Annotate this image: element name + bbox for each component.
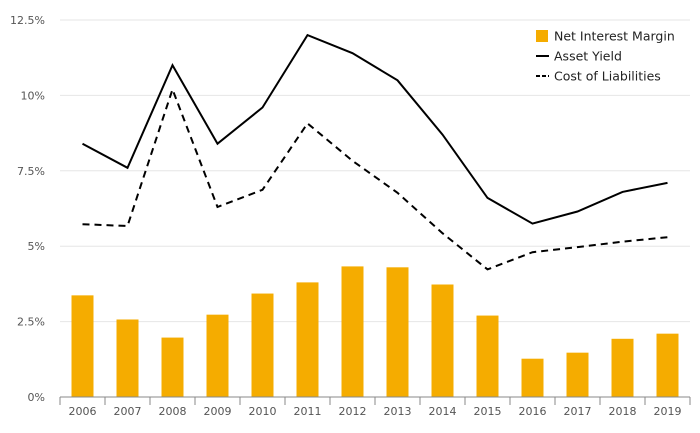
x-tick-label: 2018 [609, 405, 637, 418]
gridlines: 0% 2.5% 5% 7.5% 10% 12.5% [10, 14, 690, 404]
x-tick-label: 2012 [339, 405, 367, 418]
bar-series [71, 266, 679, 397]
bar-net-interest-margin [656, 333, 679, 397]
legend-label: Cost of Liabilities [554, 69, 661, 84]
legend-swatch-bar [536, 30, 548, 42]
y-tick-label: 0% [28, 391, 45, 404]
legend-label: Asset Yield [554, 49, 622, 64]
x-tick-label: 2010 [249, 405, 277, 418]
legend-label: Net Interest Margin [554, 29, 675, 44]
bar-net-interest-margin [386, 267, 409, 397]
bar-net-interest-margin [206, 314, 229, 397]
line-series [82, 33, 668, 271]
bar-net-interest-margin [521, 358, 544, 397]
y-tick-label: 5% [28, 240, 45, 253]
bar-net-interest-margin [341, 266, 364, 397]
x-axis: 2006 2007 2008 2009 2010 2011 2012 2013 2014 2015… [59, 396, 691, 418]
bar-net-interest-margin [116, 319, 139, 397]
line-asset-yield [82, 33, 668, 225]
x-tick-label: 2011 [294, 405, 322, 418]
y-tick-label: 7.5% [17, 165, 45, 178]
x-tick-label: 2017 [564, 405, 592, 418]
y-tick-label: 10% [21, 89, 45, 102]
legend: Net Interest Margin Asset Yield Cost of Li… [536, 29, 675, 84]
x-tick-label: 2016 [519, 405, 547, 418]
x-tick-label: 2006 [69, 405, 97, 418]
bar-net-interest-margin [476, 315, 499, 397]
x-tick-label: 2008 [159, 405, 187, 418]
x-tick-label: 2013 [384, 405, 412, 418]
bar-net-interest-margin [611, 338, 634, 397]
line-cost-of-liabilities [82, 86, 668, 271]
x-tick-label: 2014 [429, 405, 457, 418]
bar-net-interest-margin [71, 295, 94, 397]
y-tick-label: 2.5% [17, 316, 45, 329]
bar-net-interest-margin [161, 337, 184, 397]
bar-net-interest-margin [431, 284, 454, 397]
x-tick-label: 2009 [204, 405, 232, 418]
x-tick-label: 2019 [654, 405, 682, 418]
y-tick-label: 12.5% [10, 14, 45, 27]
x-tick-label: 2007 [114, 405, 142, 418]
bar-net-interest-margin [296, 282, 319, 397]
bar-net-interest-margin [251, 293, 274, 397]
x-tick-label: 2015 [474, 405, 502, 418]
bar-net-interest-margin [566, 352, 589, 397]
